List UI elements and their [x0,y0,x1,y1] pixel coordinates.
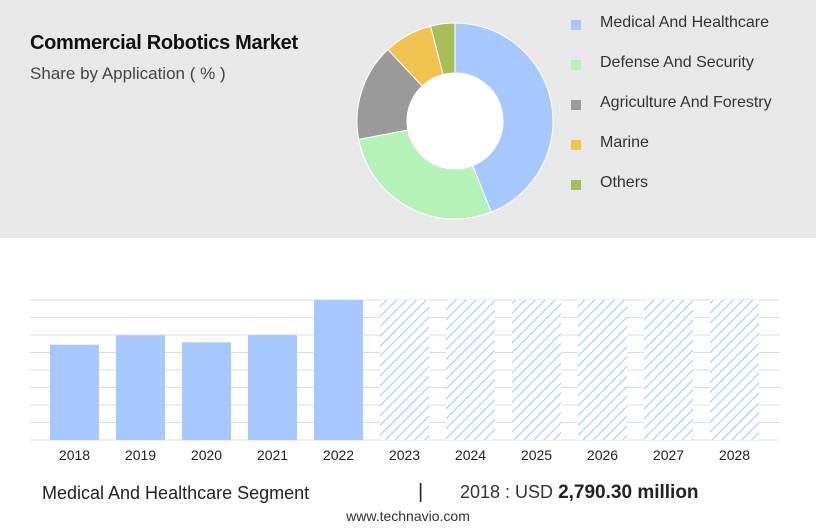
bar-2025 [512,300,561,440]
x-tick-label: 2025 [521,447,552,463]
segment-label: Medical And Healthcare Segment [42,483,310,503]
x-tick-label: 2022 [323,447,354,463]
segment-value-prefix: 2018 : USD [460,482,554,502]
x-tick-label: 2026 [587,447,618,463]
chart-title: Commercial Robotics Market [30,32,298,54]
legend-swatch [571,100,581,110]
source-link[interactable]: www.technavio.com [346,508,470,524]
x-tick-label: 2028 [719,447,750,463]
donut-hole [407,73,503,169]
segment-value-amount: 2,790.30 million [558,482,699,503]
legend-label: Defense And Security [600,54,754,71]
legend-swatch [571,20,581,30]
bar-2023 [380,300,429,440]
donut-chart [356,22,554,220]
x-tick-label: 2027 [653,447,684,463]
bar-2027 [644,300,693,440]
bar-2020 [182,342,231,440]
x-tick-label: 2024 [455,447,486,463]
bar-2026 [578,300,627,440]
segment-value: 2018 : USD 2,790.30 million [460,482,699,504]
x-tick-label: 2023 [389,447,420,463]
x-tick-label: 2021 [257,447,288,463]
bar-2019 [116,335,165,440]
bar-2024 [446,300,495,440]
x-tick-label: 2018 [59,447,90,463]
x-tick-label: 2020 [191,447,222,463]
legend-label: Agriculture And Forestry [600,94,772,111]
bar-2022 [314,300,363,440]
legend-swatch [571,60,581,70]
legend-swatch [571,180,581,190]
x-tick-label: 2019 [125,447,156,463]
legend-swatch [571,140,581,150]
bar-2021 [248,335,297,440]
bar-chart: 2018 2019 2020 2021 2022 2023 2024 2025 2026 2027… [30,299,780,463]
footer-separator: | [418,481,424,503]
legend-label: Marine [600,134,649,151]
chart-subtitle: Share by Application ( % ) [30,64,226,83]
legend-label: Medical And Healthcare [600,14,769,31]
legend-label: Others [600,174,649,191]
bar-2018 [50,344,99,440]
bar-2028 [710,300,759,440]
